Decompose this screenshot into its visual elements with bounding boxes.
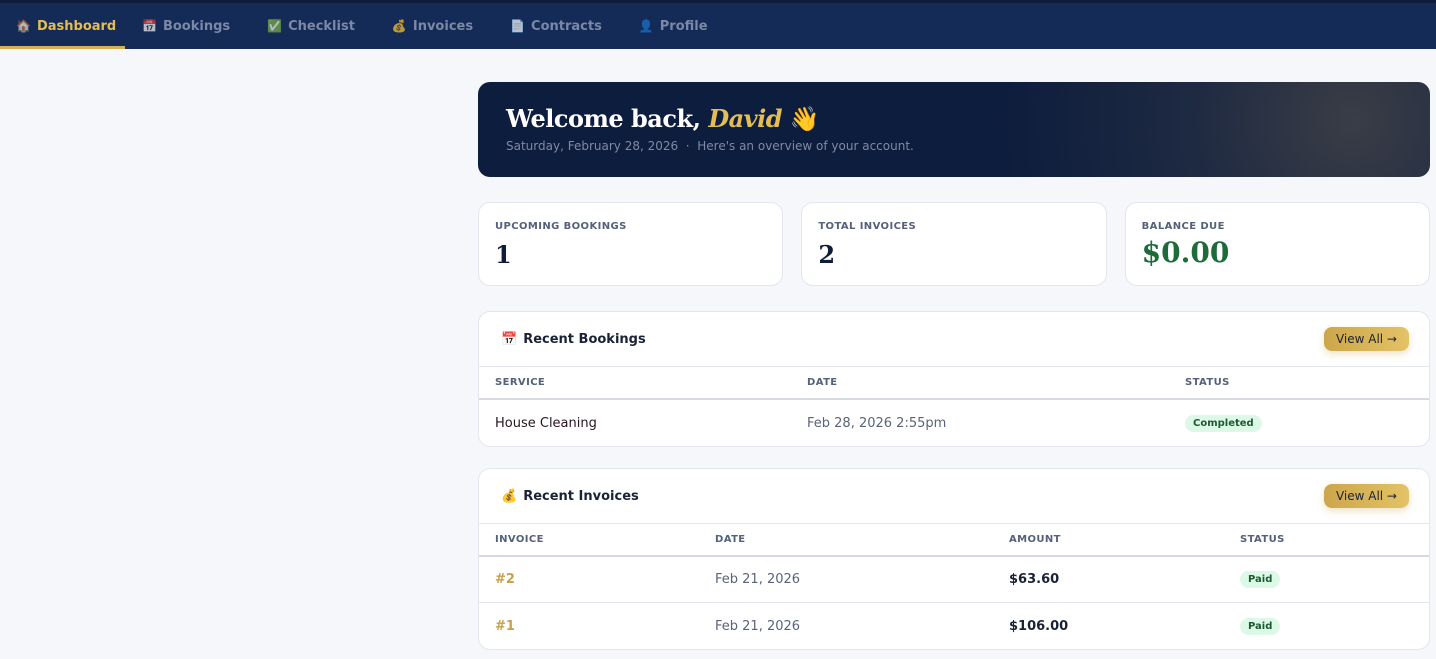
- status-badge: Completed: [1185, 414, 1262, 432]
- greeting: Welcome back,: [506, 104, 701, 133]
- column-header: DATE: [715, 534, 746, 545]
- tab-label: Contracts: [531, 18, 602, 34]
- separator: ·: [685, 139, 690, 153]
- service-cell: House Cleaning: [495, 415, 597, 431]
- stat-balance-due: BALANCE DUE $0.00: [1124, 202, 1430, 286]
- view-all-invoices-button[interactable]: View All →: [1323, 484, 1409, 508]
- welcome-subtitle: Saturday, February 28, 2026 · Here's an …: [506, 139, 1402, 153]
- current-date: Saturday, February 28, 2026: [506, 139, 679, 153]
- table-header: INVOICE DATE AMOUNT STATUS: [479, 524, 1429, 557]
- money-bag-icon: 💰: [391, 19, 407, 33]
- stat-value: 1: [495, 240, 512, 269]
- tab-label: Bookings: [162, 18, 231, 34]
- user-icon: 👤: [638, 19, 654, 33]
- invoice-link[interactable]: #1: [495, 618, 515, 634]
- stat-total-invoices: TOTAL INVOICES 2: [801, 202, 1107, 286]
- invoice-link[interactable]: #2: [495, 572, 515, 587]
- stat-label: BALANCE DUE: [1141, 221, 1225, 232]
- tab-dashboard[interactable]: 🏠 Dashboard: [0, 3, 125, 49]
- stat-label: TOTAL INVOICES: [818, 221, 917, 232]
- column-header: SERVICE: [495, 377, 546, 388]
- stat-value: $0.00: [1141, 236, 1230, 269]
- tab-label: Checklist: [288, 18, 355, 34]
- money-bag-icon: 💰: [501, 488, 518, 504]
- subtitle-text: Here's an overview of your account.: [697, 139, 914, 153]
- date-cell: Feb 21, 2026: [715, 572, 801, 587]
- card-title-text: Recent Bookings: [523, 331, 646, 347]
- card-title-text: Recent Invoices: [523, 488, 639, 504]
- calendar-icon: 📅: [142, 19, 157, 33]
- user-name: David: [708, 104, 783, 133]
- column-header: INVOICE: [495, 534, 544, 545]
- house-icon: 🏠: [16, 19, 31, 33]
- status-badge: Paid: [1240, 617, 1281, 635]
- column-header: STATUS: [1240, 534, 1285, 545]
- date-cell: Feb 28, 2026 2:55pm: [807, 415, 947, 431]
- tab-label: Profile: [659, 18, 708, 34]
- table-row[interactable]: #1 Feb 21, 2026 $106.00 Paid: [479, 603, 1429, 649]
- tab-checklist[interactable]: ✅ Checklist: [251, 3, 375, 49]
- tab-label: Invoices: [412, 18, 474, 34]
- amount-cell: $63.60: [1009, 572, 1060, 587]
- stat-upcoming-bookings: UPCOMING BOOKINGS 1: [478, 202, 784, 286]
- date-cell: Feb 21, 2026: [715, 618, 801, 634]
- stats-row: UPCOMING BOOKINGS 1 TOTAL INVOICES 2 BALAN…: [478, 202, 1430, 286]
- checkbox-icon: ✅: [267, 19, 283, 33]
- welcome-banner: Welcome back, David 👋 Saturday, February…: [478, 82, 1430, 177]
- document-icon: 📄: [510, 19, 526, 33]
- tab-invoices[interactable]: 💰 Invoices: [376, 3, 493, 49]
- stat-label: UPCOMING BOOKINGS: [495, 221, 627, 232]
- card-title: 💰 Recent Invoices: [501, 489, 639, 504]
- table-row[interactable]: House Cleaning Feb 28, 2026 2:55pm Compl…: [479, 400, 1429, 446]
- column-header: STATUS: [1185, 377, 1230, 388]
- table-row[interactable]: #2 Feb 21, 2026 $63.60 Paid: [479, 557, 1429, 603]
- view-all-bookings-button[interactable]: View All →: [1323, 327, 1409, 351]
- tab-contracts[interactable]: 📄 Contracts: [494, 3, 622, 49]
- column-header: DATE: [807, 377, 838, 388]
- amount-cell: $106.00: [1009, 618, 1069, 634]
- status-badge: Paid: [1240, 571, 1281, 588]
- recent-invoices-card: 💰 Recent Invoices View All → INVOICE DATE …: [478, 468, 1430, 650]
- welcome-title: Welcome back, David 👋: [506, 104, 1402, 133]
- top-nav: 🏠 Dashboard 📅 Bookings ✅ Checklist 💰 Invoice…: [0, 0, 1436, 49]
- stat-value: 2: [818, 240, 836, 269]
- tab-label: Dashboard: [36, 18, 117, 34]
- calendar-icon: 📅: [501, 331, 518, 347]
- tab-profile[interactable]: 👤 Profile: [623, 3, 728, 49]
- wave-icon: 👋: [789, 104, 820, 133]
- tab-bookings[interactable]: 📅 Bookings: [126, 3, 250, 49]
- column-header: AMOUNT: [1009, 534, 1061, 545]
- card-title: 📅 Recent Bookings: [501, 332, 646, 347]
- dashboard-main: Welcome back, David 👋 Saturday, February…: [478, 82, 1430, 650]
- table-header: SERVICE DATE STATUS: [479, 367, 1429, 400]
- recent-bookings-card: 📅 Recent Bookings View All → SERVICE DATE …: [478, 311, 1430, 447]
